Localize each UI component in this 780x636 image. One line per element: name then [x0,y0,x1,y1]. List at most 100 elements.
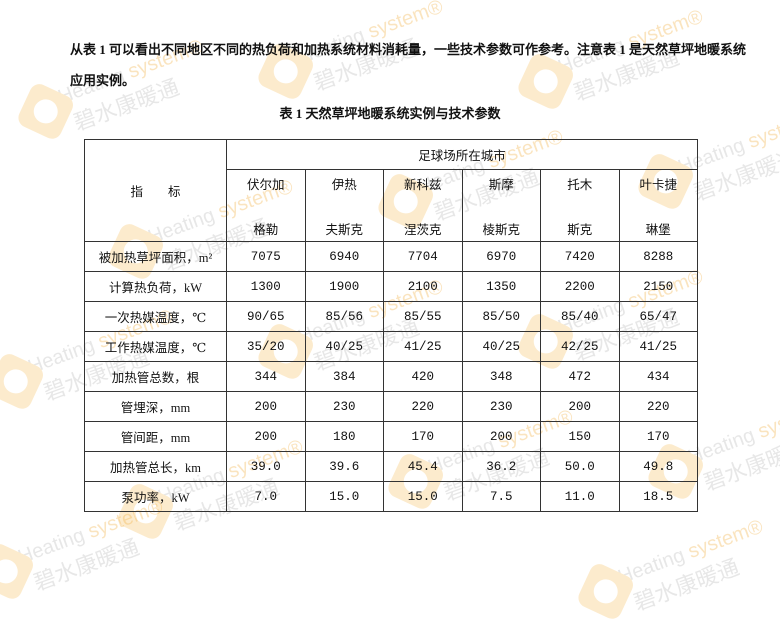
city-header: 斯摩 棱斯克 [461,169,541,242]
cell-value: 7420 [540,241,620,272]
cell-value: 40/25 [461,331,541,362]
city-header: 叶卡捷 琳堡 [618,169,698,242]
cell-value: 35/20 [226,331,306,362]
cell-value: 230 [304,391,384,422]
cell-value: 472 [540,361,620,392]
cell-value: 1350 [461,271,541,302]
city-header-row: 伏尔加 格勒 伊热 夫斯克 新科兹 涅茨克 斯摩 棱斯克 托木 斯克 叶卡捷 琳堡 [85,169,698,242]
watermark-logo: Heating system® 碧水康暖通 [575,516,777,622]
cell-value: 170 [383,421,463,452]
table-row: 计算热负荷，kW 1300 1900 2100 1350 2200 2150 [84,271,698,302]
cell-value: 180 [304,421,384,452]
cell-value: 7704 [383,241,463,272]
indicator-header: 指 标 [84,139,227,242]
cell-value: 41/25 [618,331,698,362]
row-label: 管间距，mm [84,421,227,452]
table-row: 加热管总长，km 39.0 39.6 45.4 36.2 50.0 49.8 [84,451,698,482]
cell-value: 49.8 [618,451,698,482]
city-name-line2: 斯克 [567,222,593,237]
cell-value: 348 [461,361,541,392]
city-header: 伏尔加 格勒 [226,169,306,242]
cell-value: 41/25 [383,331,463,362]
cell-value: 170 [618,421,698,452]
row-label: 加热管总长，km [84,451,227,482]
watermark-text: 碧水康暖通 [630,554,743,616]
city-name-line2: 夫斯克 [325,222,363,237]
table-row: 管间距，mm 200 180 170 200 150 170 [84,421,698,452]
city-name-line1: 新科兹 [403,177,442,192]
city-name-line1: 伊热 [331,177,357,192]
cell-value: 200 [461,421,541,452]
cell-value: 6970 [461,241,541,272]
watermark-text: 碧水康暖通 [30,534,143,596]
cell-value: 2150 [618,271,698,302]
table-row: 泵功率，kW 7.0 15.0 15.0 7.5 11.0 18.5 [84,481,698,512]
body-paragraph: 从表 1 可以看出不同地区不同的热负荷和加热系统材料消耗量，一些技术参数可作参考… [70,42,747,88]
cell-value: 85/55 [383,301,463,332]
city-header: 新科兹 涅茨克 [383,169,463,242]
flame-logo-icon [0,540,37,602]
row-label: 计算热负荷，kW [84,271,227,302]
row-label: 被加热草坪面积，m² [84,241,227,272]
cell-value: 15.0 [383,481,463,512]
cell-value: 344 [226,361,306,392]
table-row: 管埋深，mm 200 230 220 230 200 220 [84,391,698,422]
cell-value: 150 [540,421,620,452]
cell-value: 11.0 [540,481,620,512]
cell-value: 230 [461,391,541,422]
city-name-line1: 叶卡捷 [639,177,677,192]
cell-value: 220 [618,391,698,422]
city-name-line1: 斯摩 [488,177,514,192]
row-label: 工作热媒温度，℃ [84,331,227,362]
cell-value: 200 [226,421,306,452]
cell-value: 1900 [304,271,384,302]
flame-logo-icon [575,560,637,622]
city-header: 托木 斯克 [540,169,620,242]
cell-value: 85/40 [540,301,620,332]
cell-value: 50.0 [540,451,620,482]
watermark-logo: Heating system® 碧水康暖通 [645,395,780,502]
row-label: 加热管总数，根 [84,361,227,392]
cell-value: 85/56 [304,301,384,332]
technical-parameters-table: 指 标 足球场所在城市 伏尔加 格勒 伊热 夫斯克 新科兹 涅茨克 斯摩 棱斯克 托木 斯克 叶卡捷… [84,139,698,512]
cell-value: 2100 [383,271,463,302]
cell-value: 8288 [618,241,698,272]
table-row: 被加热草坪面积，m² 7075 6940 7704 6970 7420 8288 [84,241,698,272]
cell-value: 384 [304,361,384,392]
watermark-text: Heating system® [685,395,780,469]
cell-value: 434 [618,361,698,392]
cell-value: 65/47 [618,301,698,332]
cell-value: 200 [540,391,620,422]
cell-value: 85/50 [461,301,541,332]
cell-value: 39.6 [304,451,384,482]
city-name-line1: 伏尔加 [246,177,285,192]
table-row: 一次热媒温度，℃ 90/65 85/56 85/55 85/50 85/40 65/47 [84,301,698,332]
city-name-line2: 琳堡 [645,222,671,237]
city-name-line2: 格勒 [253,222,279,237]
cell-value: 2200 [540,271,620,302]
cell-value: 1300 [226,271,306,302]
cell-value: 15.0 [304,481,384,512]
city-name-line2: 棱斯克 [482,222,520,237]
city-header: 伊热 夫斯克 [304,169,384,242]
row-label: 管埋深，mm [84,391,227,422]
row-label: 泵功率，kW [84,481,227,512]
table-row: 加热管总数，根 344 384 420 348 472 434 [84,361,698,392]
watermark-text: 碧水康暖通 [700,434,780,496]
city-group-header: 足球场所在城市 [226,139,698,170]
cell-value: 90/65 [226,301,306,332]
cell-value: 6940 [304,241,384,272]
table-row: 工作热媒温度，℃ 35/20 40/25 41/25 40/25 42/25 41/25 [84,331,698,362]
watermark-text: 碧水康暖通 [690,144,780,206]
cell-value: 39.0 [226,451,306,482]
cell-value: 7.5 [461,481,541,512]
cell-value: 420 [383,361,463,392]
cell-value: 36.2 [461,451,541,482]
cell-value: 42/25 [540,331,620,362]
flame-logo-icon [0,350,47,412]
cell-value: 40/25 [304,331,384,362]
cell-value: 7075 [226,241,306,272]
row-label: 一次热媒温度，℃ [84,301,227,332]
cell-value: 200 [226,391,306,422]
city-name-line1: 托木 [567,177,593,192]
